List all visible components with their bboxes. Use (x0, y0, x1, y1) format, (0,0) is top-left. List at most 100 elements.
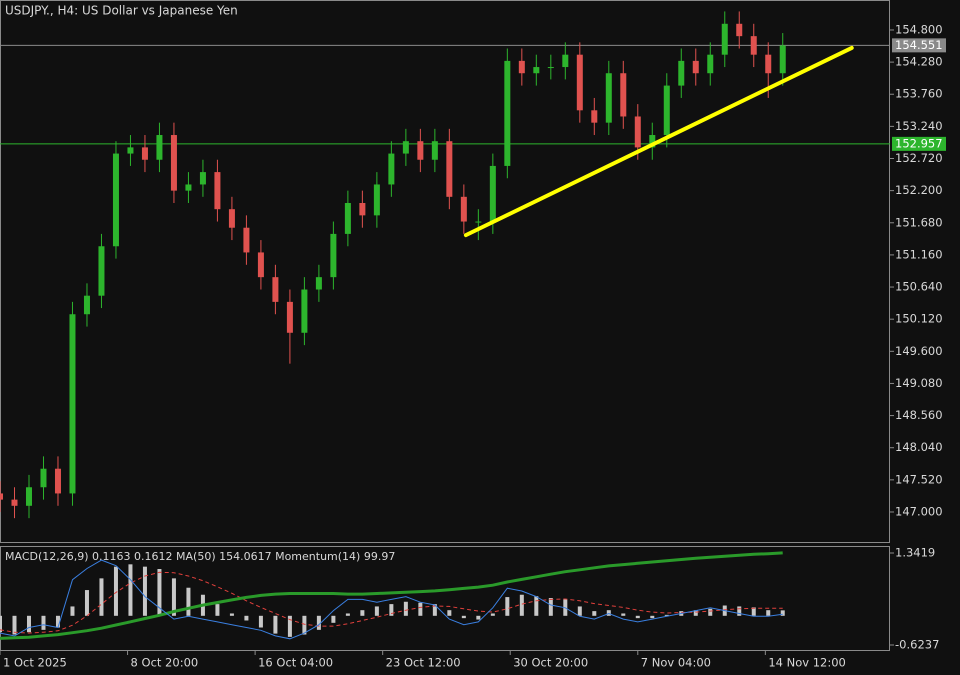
macd-bar (708, 608, 713, 616)
macd-bar (99, 578, 104, 616)
y-tick-label: 153.760 (895, 87, 943, 101)
macd-bar (215, 604, 220, 616)
macd-bar (534, 596, 539, 616)
indicator-pane-frame (0, 546, 890, 651)
candle-body (199, 172, 206, 185)
candle-body (373, 184, 380, 216)
price-level-box (892, 38, 946, 53)
macd-bar (505, 597, 510, 616)
candle-body (562, 54, 569, 68)
candle-body (475, 221, 482, 223)
indicator-line (0, 559, 783, 640)
x-tick-label: 8 Oct 20:00 (131, 656, 199, 670)
y-tick-label: 152.200 (895, 183, 943, 197)
macd-bar (403, 601, 408, 616)
y-tick-label: 153.240 (895, 119, 943, 133)
candle-body (286, 301, 293, 333)
macd-bar (418, 602, 423, 616)
macd-bar (519, 594, 524, 616)
candle-body (721, 23, 728, 55)
macd-bar (128, 564, 133, 616)
candle-body (127, 147, 134, 154)
macd-bar (244, 615, 249, 621)
macd-bar (577, 606, 582, 616)
chart-title: USDJPY., H4: US Dollar vs Japanese Yen (5, 4, 238, 18)
macd-bar (55, 615, 60, 628)
candle-body (576, 54, 583, 111)
candle-body (344, 202, 351, 234)
macd-bar (432, 604, 437, 616)
y-tick-label: 150.640 (895, 280, 943, 294)
indicator-line (0, 551, 783, 640)
macd-bar (12, 615, 17, 635)
candle-body (388, 153, 395, 185)
indicator-label: MACD(12,26,9) 0.1163 0.1612 MA(50) 154.0… (5, 550, 395, 563)
macd-bar (374, 606, 379, 616)
macd-bar (157, 569, 162, 616)
macd-bar (635, 615, 640, 619)
x-tick-label: 1 Oct 2025 (3, 656, 67, 670)
candle-body (40, 468, 47, 488)
price-level-label: 152.957 (895, 136, 943, 150)
macd-bar (650, 615, 655, 619)
candle-body (69, 314, 76, 494)
candle-body (141, 147, 148, 160)
macd-bar (186, 587, 191, 616)
indicator-line (0, 571, 783, 634)
macd-bar (171, 578, 176, 616)
candle-body (25, 487, 32, 506)
macd-bar (476, 615, 481, 620)
macd-bar (113, 566, 118, 616)
macd-bar (258, 615, 263, 628)
candle-body (446, 141, 453, 197)
macd-bar (84, 590, 89, 616)
candle-body (417, 141, 424, 160)
y-tick-label: 151.680 (895, 215, 943, 229)
candle-body (156, 135, 163, 160)
candle-body (83, 295, 90, 315)
macd-bar (41, 615, 46, 630)
candle-body (243, 227, 250, 253)
y-tick-label: 147.520 (895, 472, 943, 486)
y-tick-label: 152.720 (895, 151, 943, 165)
macd-bar (592, 611, 597, 616)
x-tick-label: 23 Oct 12:00 (386, 656, 461, 670)
y-tick-label: 149.080 (895, 376, 943, 390)
y-tick-label: 148.560 (895, 408, 943, 422)
trendline (463, 45, 854, 238)
candle-body (112, 153, 119, 247)
macd-bar (766, 610, 771, 616)
macd-bar (737, 606, 742, 616)
macd-bar (287, 615, 292, 637)
macd-bar (70, 606, 75, 616)
macd-bar (621, 613, 626, 616)
candle-body (228, 209, 235, 228)
candle-body (620, 73, 627, 117)
candle-body (257, 252, 264, 278)
y-tick-label: 149.600 (895, 344, 943, 358)
candle-body (634, 116, 641, 148)
candle-body (315, 277, 322, 290)
candle-body (272, 277, 279, 302)
macd-bar (447, 610, 452, 616)
candle-body (533, 67, 540, 74)
candle-body (678, 60, 685, 86)
y-tick-label: 150.120 (895, 312, 943, 326)
macd-bar (331, 615, 336, 623)
candle-body (518, 60, 525, 74)
candle-body (301, 289, 308, 333)
indicator-y-tick-label: -0.6237 (895, 637, 939, 651)
y-tick-label: 154.800 (895, 22, 943, 36)
price-pane-frame (0, 0, 890, 543)
macd-bar (0, 615, 2, 633)
candle-body (547, 67, 554, 69)
candle-body (11, 499, 18, 506)
price-level-label: 154.551 (895, 38, 943, 52)
candle-body (214, 172, 221, 210)
macd-bar (461, 615, 466, 619)
macd-bar (360, 610, 365, 616)
candle-body (779, 45, 786, 74)
candle-body (431, 141, 438, 160)
